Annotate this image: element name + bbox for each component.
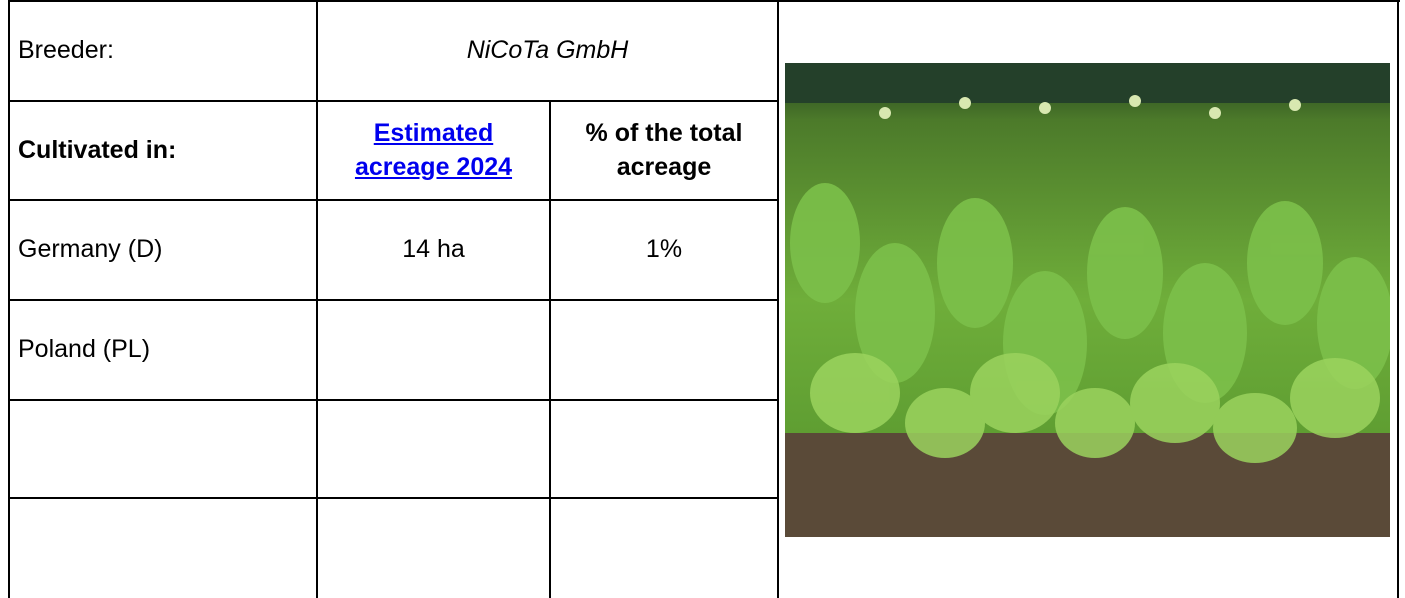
page: {"table": { "breeder_label": "Breeder:",… [0, 0, 1405, 598]
border [8, 497, 779, 499]
border [1397, 0, 1399, 598]
border [777, 0, 779, 598]
percent-cell: 1% [551, 201, 777, 299]
header-link[interactable]: Estimated acreage 2024 [339, 117, 529, 185]
breeder-name: NiCoTa GmbH [318, 2, 777, 100]
breeder-label: Breeder: [8, 2, 316, 100]
country-cell: Germany (D) [8, 201, 316, 299]
header-cell: Estimated acreage 2024 [318, 102, 549, 199]
border [8, 399, 779, 401]
country-cell: Poland (PL) [8, 301, 316, 399]
header-cell: % of the total acreage [551, 102, 777, 199]
acreage-cell: 14 ha [318, 201, 549, 299]
header-cell: Cultivated in: [8, 102, 316, 199]
plant-photo [785, 63, 1390, 537]
